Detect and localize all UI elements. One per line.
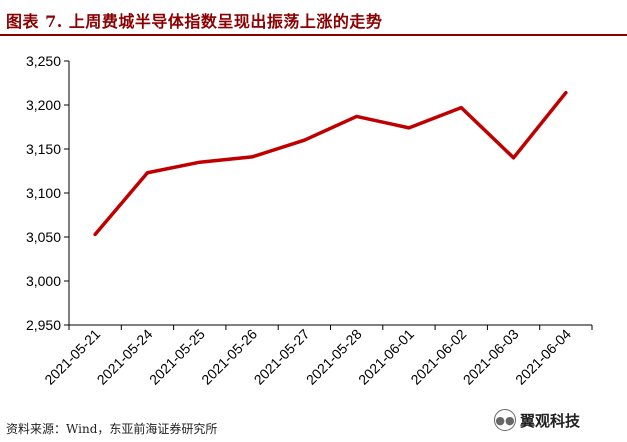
series-line xyxy=(93,90,568,237)
y-tick-label: 3,250 xyxy=(26,53,61,69)
data-point xyxy=(355,114,359,118)
x-tick-label: 2021-06-04 xyxy=(512,326,574,388)
data-point xyxy=(145,171,149,175)
y-tick-label: 3,150 xyxy=(26,141,61,157)
data-point xyxy=(407,126,411,130)
watermark-text: 翼观科技 xyxy=(520,411,581,430)
figure-title: 图表 7. 上周费城半导体指数呈现出振荡上涨的走势 xyxy=(6,12,383,31)
data-point xyxy=(459,106,463,110)
x-tick-label: 2021-05-27 xyxy=(251,326,313,388)
y-tick-label: 3,000 xyxy=(26,273,61,289)
x-tick-label: 2021-05-25 xyxy=(146,326,208,388)
x-tick-label: 2021-05-24 xyxy=(94,326,156,388)
wechat-logo-icon: ●● xyxy=(494,409,516,431)
watermark: ●● 翼观科技 xyxy=(494,408,624,432)
x-tick-label: 2021-06-01 xyxy=(355,326,417,388)
title-underline xyxy=(0,34,627,36)
x-tick-label: 2021-05-21 xyxy=(41,326,103,388)
data-point xyxy=(198,160,202,164)
x-tick-label: 2021-06-03 xyxy=(460,326,522,388)
x-tick-label: 2021-06-02 xyxy=(407,326,469,388)
y-tick-label: 3,200 xyxy=(26,97,61,113)
data-point xyxy=(564,91,568,95)
figure-title-bar: 图表 7. 上周费城半导体指数呈现出振荡上涨的走势 xyxy=(0,0,627,36)
source-note: 资料来源：Wind，东亚前海证券研究所 xyxy=(6,422,218,436)
data-point xyxy=(512,156,516,160)
y-tick-label: 3,100 xyxy=(26,185,61,201)
data-point xyxy=(250,155,254,159)
data-point xyxy=(93,232,97,236)
y-tick-label: 2,950 xyxy=(26,317,61,333)
line-chart: 2,950 3,000 3,050 3,100 3,150 3,200 3,250 2021-… xyxy=(26,53,593,388)
x-tick-label: 2021-05-28 xyxy=(303,326,365,388)
x-tick-label: 2021-05-26 xyxy=(198,326,260,388)
y-tick-label: 3,050 xyxy=(26,229,61,245)
data-point xyxy=(302,138,306,142)
